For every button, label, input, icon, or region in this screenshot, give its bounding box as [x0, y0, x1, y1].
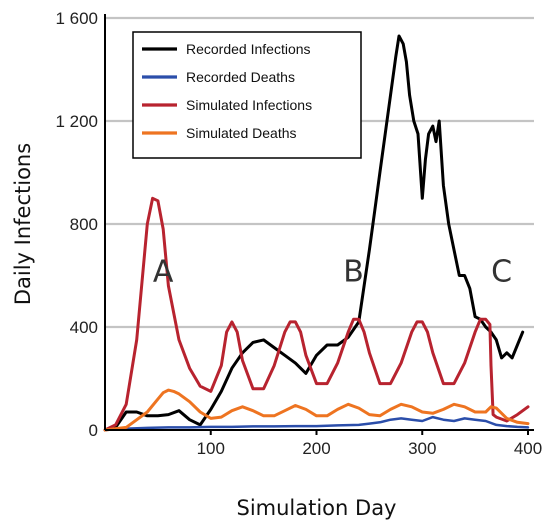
legend-label: Recorded Deaths [186, 69, 295, 85]
y-tick-label: 1 200 [55, 112, 98, 131]
series-line-1 [103, 415, 530, 432]
legend: Recorded Infections Recorded Deaths Simula… [132, 31, 362, 159]
y-tick-label: 400 [70, 318, 98, 337]
annotations: A B C [153, 254, 512, 289]
x-axis-title: Simulation Day [236, 496, 396, 520]
legend-box [132, 31, 362, 159]
x-tick-label: 200 [302, 439, 330, 458]
legend-label: Simulated Deaths [186, 125, 297, 141]
y-tick-label: 800 [70, 215, 98, 234]
x-tick-label: 300 [408, 439, 436, 458]
y-tick-label: 1 600 [55, 9, 98, 28]
series-line-2 [103, 196, 530, 432]
annotation-label: A [153, 254, 174, 289]
annotation-label: C [491, 254, 512, 289]
y-tick-label: 0 [89, 421, 98, 440]
x-tick-label: 400 [514, 439, 542, 458]
plot-series [103, 34, 530, 432]
legend-label: Simulated Infections [186, 97, 312, 113]
axes [104, 14, 534, 431]
tick-labels: 0 400 800 1 200 1 600 100 200 300 400 [55, 9, 542, 458]
legend-label: Recorded Infections [186, 41, 311, 57]
y-axis-title: Daily Infections [11, 143, 35, 305]
series-line-3 [103, 388, 530, 432]
x-tick-label: 100 [197, 439, 225, 458]
annotation-label: B [343, 254, 364, 289]
